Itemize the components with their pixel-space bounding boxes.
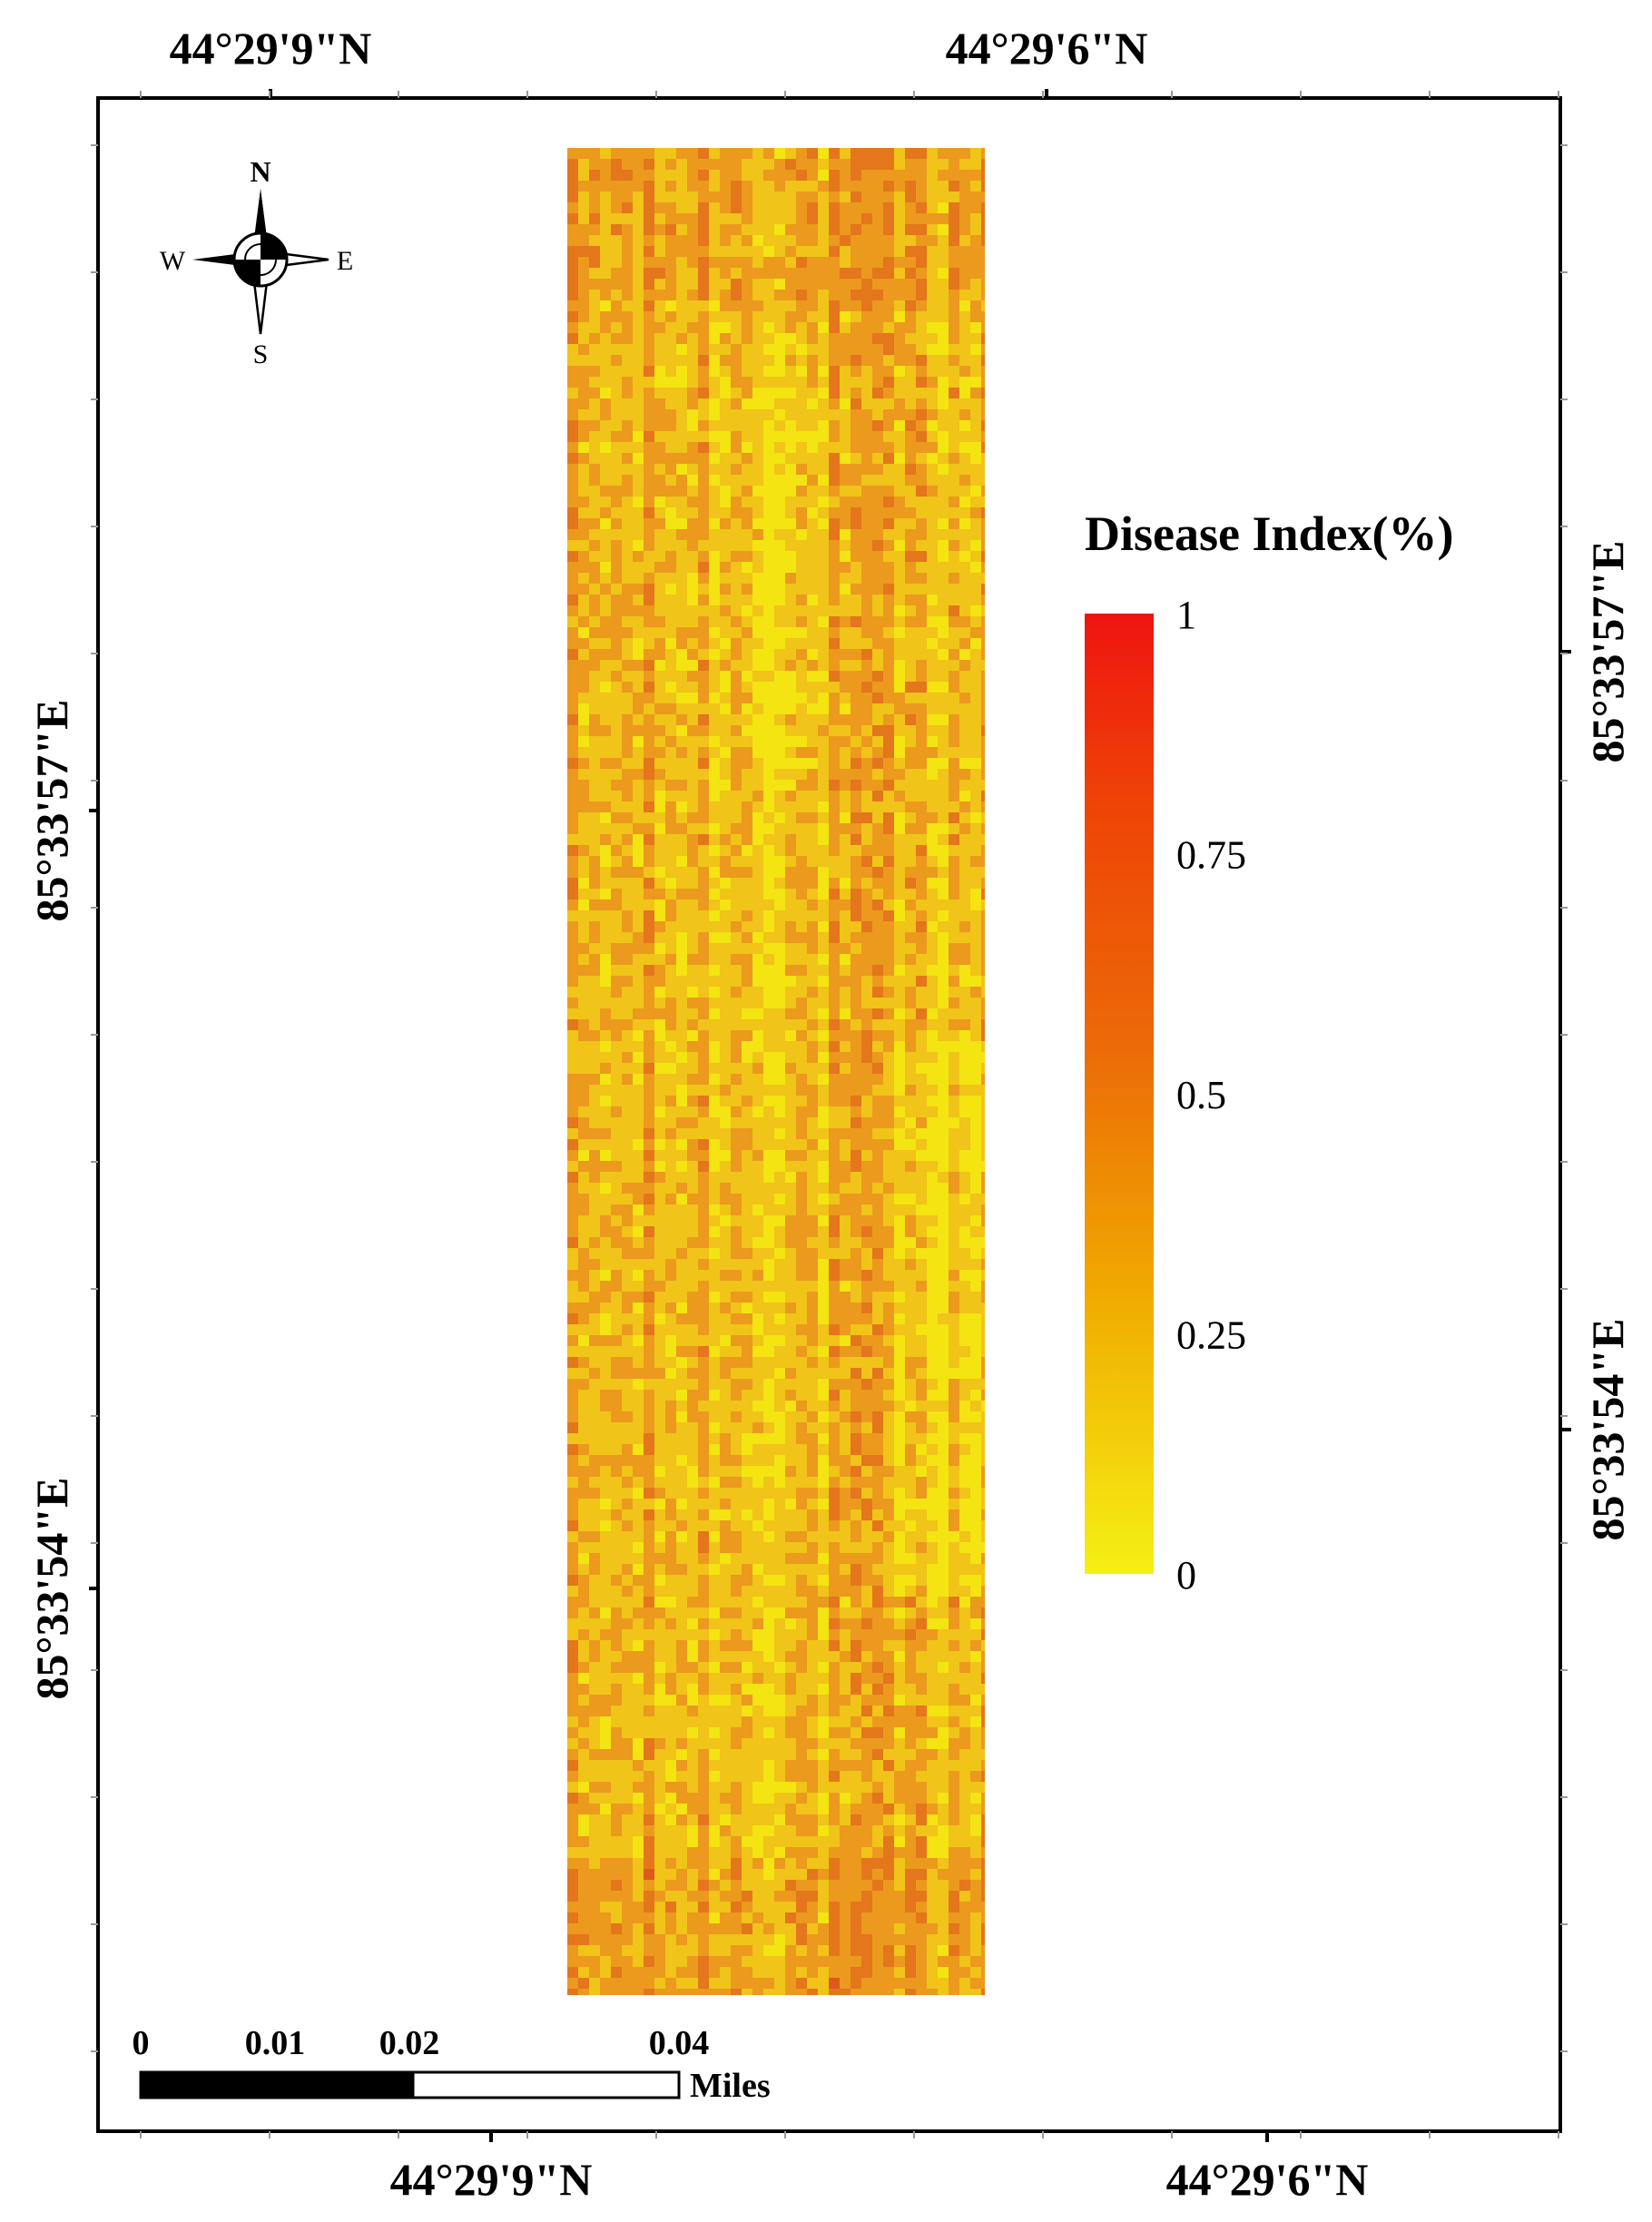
compass-rose-icon: N S E W bbox=[160, 155, 353, 369]
bottom-lon-label-1: 44°29'9"N bbox=[390, 2154, 593, 2205]
legend-title: Disease Index(%) bbox=[1085, 506, 1453, 561]
scale-label-001: 0.01 bbox=[245, 2024, 306, 2062]
top-lon-label-1: 44°29'9"N bbox=[170, 23, 372, 74]
compass-s-label: S bbox=[253, 339, 269, 369]
scale-bar: 0 0.01 0.02 0.04 Miles bbox=[133, 2024, 771, 2105]
legend-tick-label: 1 bbox=[1176, 593, 1196, 637]
map-frame bbox=[96, 96, 1562, 2133]
legend-tick-label: 0 bbox=[1176, 1553, 1196, 1598]
disease-raster bbox=[567, 148, 985, 1995]
scale-label-0: 0 bbox=[133, 2024, 150, 2062]
bottom-lon-label-2: 44°29'6"N bbox=[1166, 2154, 1369, 2205]
minor-ticks bbox=[91, 91, 1568, 2138]
compass-n-label: N bbox=[250, 155, 270, 188]
right-lat-label-1: 85°33'57"E bbox=[1582, 541, 1633, 763]
scale-bar-segment-1 bbox=[141, 2072, 413, 2098]
top-lon-label-2: 44°29'6"N bbox=[946, 23, 1148, 74]
legend-tick-label: 0.75 bbox=[1176, 833, 1246, 878]
legend: Disease Index(%) 1 0.75 0.5 0.25 0 bbox=[1085, 506, 1453, 1598]
left-lat-label-1: 85°33'57"E bbox=[26, 700, 77, 922]
legend-tick-label: 0.25 bbox=[1176, 1313, 1246, 1358]
compass-e-label: E bbox=[337, 246, 353, 276]
legend-color-ramp bbox=[1085, 614, 1154, 1574]
left-lat-label-2: 85°33'54"E bbox=[26, 1478, 77, 1700]
compass-w-label: W bbox=[160, 246, 186, 276]
scale-label-004: 0.04 bbox=[649, 2024, 710, 2062]
legend-tick-label: 0.5 bbox=[1176, 1073, 1226, 1117]
right-lat-label-2: 85°33'54"E bbox=[1582, 1319, 1633, 1541]
scale-unit-label: Miles bbox=[690, 2067, 771, 2105]
scale-bar-segment-2 bbox=[411, 2070, 681, 2099]
scale-label-002: 0.02 bbox=[379, 2024, 440, 2062]
